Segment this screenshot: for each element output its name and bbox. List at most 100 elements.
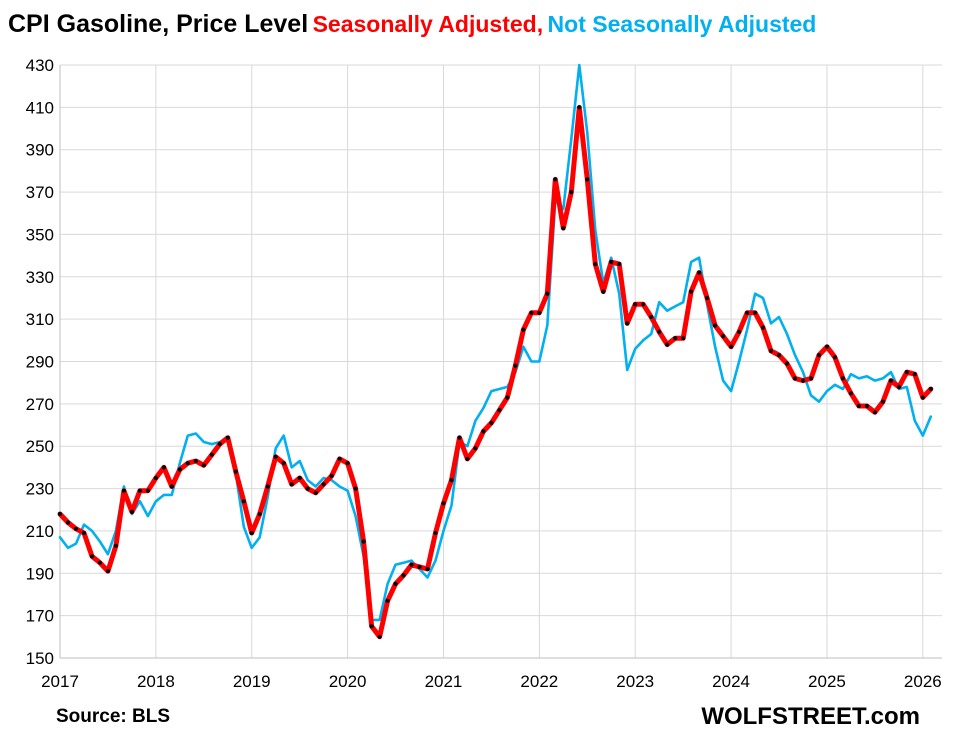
x-tick-label: 2019 <box>233 672 271 691</box>
data-point-marker <box>473 446 478 451</box>
data-point-marker <box>97 560 102 565</box>
legend-seasonally-adjusted: Seasonally Adjusted, <box>312 11 544 37</box>
data-point-marker <box>393 581 398 587</box>
y-tick-label: 390 <box>26 141 54 160</box>
y-tick-label: 350 <box>26 225 54 244</box>
data-point-marker <box>665 342 670 347</box>
data-point-marker <box>177 467 182 472</box>
data-point-marker <box>577 105 582 110</box>
data-point-marker <box>441 501 446 506</box>
data-point-marker <box>681 336 686 341</box>
data-point-marker <box>521 327 526 332</box>
title-main: CPI Gasoline, Price Level <box>8 10 309 38</box>
data-point-marker <box>673 336 678 341</box>
data-point-marker <box>425 566 430 572</box>
x-tick-label: 2026 <box>904 672 942 691</box>
data-point-marker <box>313 490 318 495</box>
data-point-marker <box>617 262 622 267</box>
data-point-marker <box>784 361 790 366</box>
data-point-marker <box>457 435 462 440</box>
data-point-marker <box>369 624 374 629</box>
data-point-marker <box>760 325 766 330</box>
data-point-marker <box>169 484 174 489</box>
data-point-marker <box>185 461 190 466</box>
y-tick-label: 430 <box>26 56 54 75</box>
data-point-marker <box>161 465 166 470</box>
data-point-marker <box>249 530 254 536</box>
data-point-marker <box>697 270 702 275</box>
data-point-marker <box>225 435 230 440</box>
data-point-marker <box>880 399 886 404</box>
brand-logo-text: WOLFSTREET.com <box>701 703 920 730</box>
data-point-marker <box>497 408 502 413</box>
data-point-marker <box>768 348 774 353</box>
data-point-marker <box>745 310 750 315</box>
data-point-marker <box>928 386 933 392</box>
y-tick-label: 250 <box>26 437 54 456</box>
data-point-marker <box>281 461 286 466</box>
data-point-marker <box>713 323 718 328</box>
data-point-marker <box>840 376 846 381</box>
data-point-marker <box>241 499 246 504</box>
data-point-marker <box>377 634 382 639</box>
data-point-marker <box>856 403 862 409</box>
series-line-seasonally-adjusted <box>57 104 934 640</box>
y-tick-label: 370 <box>26 183 54 202</box>
y-tick-label: 270 <box>26 395 54 414</box>
data-point-marker <box>153 475 158 481</box>
data-point-marker <box>537 310 542 315</box>
data-point-marker <box>209 452 214 457</box>
data-point-marker <box>625 321 630 326</box>
data-point-marker <box>481 429 486 434</box>
series-line-not-seasonally-adjusted <box>58 63 933 622</box>
data-point-marker <box>105 569 110 574</box>
data-point-marker <box>649 314 654 320</box>
data-point-marker <box>721 334 726 339</box>
data-point-marker <box>401 573 406 578</box>
data-point-marker <box>776 353 782 358</box>
data-point-marker <box>321 482 326 487</box>
data-point-marker <box>872 410 878 415</box>
x-tick-label: 2024 <box>712 672 750 691</box>
y-tick-label: 410 <box>26 98 54 117</box>
data-point-marker <box>824 344 830 349</box>
data-point-marker <box>145 488 150 493</box>
data-point-marker <box>888 378 894 383</box>
data-point-marker <box>329 473 334 478</box>
x-tick-label: 2021 <box>425 672 463 691</box>
data-point-marker <box>257 511 262 517</box>
y-tick-label: 170 <box>26 607 54 626</box>
data-point-marker <box>529 310 534 315</box>
data-point-marker <box>920 395 925 400</box>
data-point-marker <box>753 310 758 315</box>
data-point-marker <box>489 420 494 425</box>
data-point-marker <box>633 302 638 307</box>
data-point-marker <box>193 458 198 464</box>
data-point-marker <box>129 509 134 514</box>
data-point-marker <box>289 482 294 487</box>
data-point-marker <box>545 291 550 296</box>
y-tick-label: 230 <box>26 480 54 499</box>
data-point-marker <box>273 454 278 459</box>
data-point-marker <box>729 344 734 349</box>
data-point-marker <box>417 564 422 570</box>
data-point-marker <box>800 378 806 383</box>
data-point-marker <box>217 442 222 447</box>
y-tick-label: 290 <box>26 353 54 372</box>
data-point-marker <box>832 355 838 360</box>
data-point-marker <box>792 376 798 381</box>
y-tick-label: 310 <box>26 310 54 329</box>
data-point-marker <box>297 475 302 481</box>
data-point-marker <box>433 530 438 536</box>
data-point-marker <box>449 478 454 483</box>
data-point-marker <box>569 190 574 195</box>
x-tick-label: 2020 <box>329 672 367 691</box>
data-point-marker <box>553 177 558 182</box>
data-point-marker <box>864 403 870 409</box>
data-point-marker <box>353 486 358 491</box>
data-point-marker <box>593 262 598 267</box>
y-tick-label: 210 <box>26 522 54 541</box>
source-label: Source: BLS <box>56 706 171 727</box>
y-tick-label: 330 <box>26 268 54 287</box>
